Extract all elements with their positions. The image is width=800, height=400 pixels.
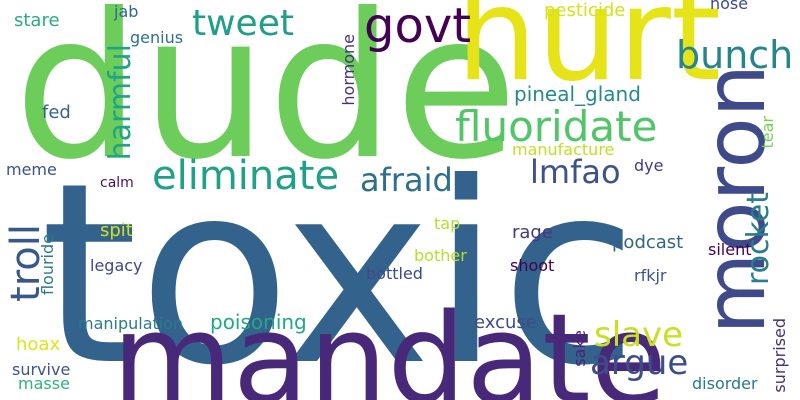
word-manipulation: manipulation [78, 314, 184, 333]
word-tap: tap [434, 214, 461, 233]
word-surprised: surprised [770, 318, 789, 393]
word-hormone: hormone [339, 34, 358, 106]
word-disorder: disorder [692, 374, 758, 393]
word-hurt: hurt [456, 0, 722, 110]
word-excuse: excuse [474, 312, 537, 333]
word-harmful: harmful [103, 44, 138, 161]
word-manufacture: manufacture [512, 140, 615, 159]
word-afraid: afraid [360, 161, 453, 199]
word-toxic: toxic [40, 129, 639, 400]
word-spit: spit [100, 220, 133, 241]
word-bother: bother [414, 246, 467, 265]
word-genius: genius [130, 28, 184, 47]
word-shoot: shoot [510, 256, 555, 275]
word-eliminate: eliminate [152, 153, 340, 199]
word-rfkjr: rfkjr [634, 266, 667, 285]
word-dye: dye [634, 156, 664, 175]
word-stare: stare [14, 10, 60, 31]
word-legacy: legacy [90, 256, 143, 275]
word-lmfao: lmfao [530, 153, 621, 191]
word-meme: meme [6, 160, 57, 179]
word-bunch: bunch [676, 33, 794, 77]
word-podcast: podcast [612, 232, 684, 253]
word-pineal_gland: pineal_gland [514, 82, 641, 106]
word-silent: silent [708, 240, 752, 259]
word-rocket: rocket [741, 192, 776, 286]
word-sake: sake [570, 330, 589, 367]
word-rage: rage [512, 222, 553, 243]
word-poisoning: poisoning [210, 310, 307, 334]
word-pesticide: pesticide [544, 0, 626, 21]
word-bottled: bottled [366, 264, 423, 283]
word-tweet: tweet [192, 3, 294, 44]
word-tear: tear [758, 116, 777, 149]
word-slave: slave [594, 315, 684, 355]
word-fed: fed [42, 102, 71, 123]
word-jab: jab [114, 2, 139, 21]
word-nose: nose [710, 0, 749, 13]
word-govt: govt [364, 0, 472, 54]
word-argue: argue [590, 343, 689, 383]
word-calm: calm [100, 175, 134, 191]
word-dude: dude [14, 0, 518, 204]
word-fluoridate: fluoridate [455, 102, 658, 151]
word-mandate: mandate [112, 288, 667, 400]
word-flouride: flouride [38, 234, 57, 296]
word-masse: masse [18, 374, 70, 393]
word-hoax: hoax [16, 334, 61, 355]
word-survive: survive [12, 360, 71, 379]
